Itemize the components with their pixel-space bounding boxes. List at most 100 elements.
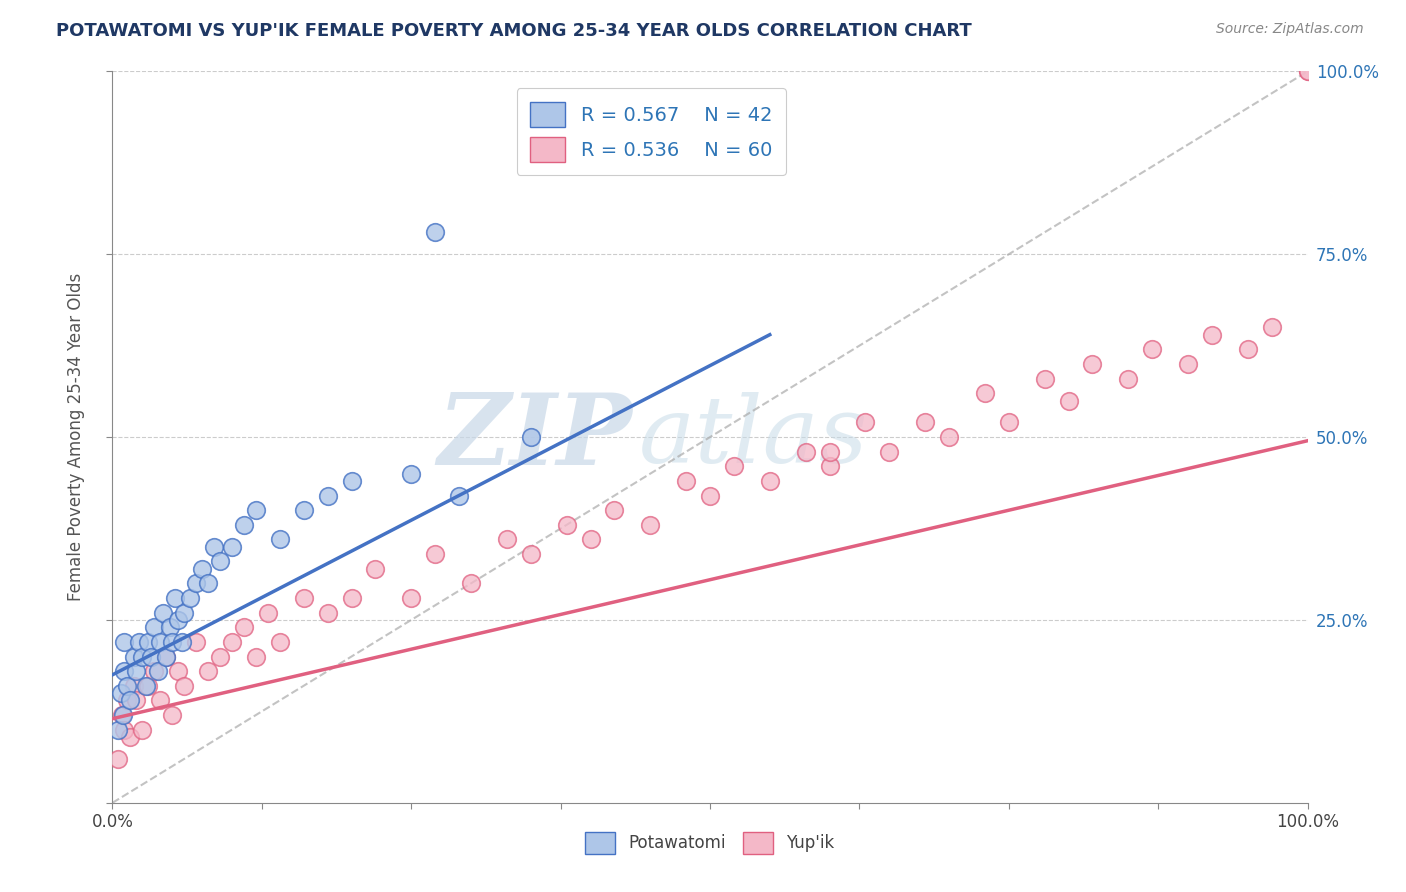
Point: [1201, 327, 1223, 342]
Point: [155, 649, 177, 664]
Point: [520, 547, 543, 561]
Point: [197, 664, 219, 678]
Point: [149, 635, 172, 649]
Point: [191, 562, 214, 576]
Point: [1142, 343, 1164, 357]
Point: [173, 606, 195, 620]
Point: [723, 459, 745, 474]
Point: [170, 635, 193, 649]
Point: [114, 723, 135, 737]
Point: [1237, 343, 1260, 357]
Point: [111, 708, 134, 723]
Point: [131, 649, 153, 664]
Point: [159, 620, 181, 634]
Point: [135, 679, 157, 693]
Point: [269, 533, 291, 547]
Point: [579, 533, 602, 547]
Point: [640, 517, 662, 532]
Point: [221, 540, 243, 554]
Point: [138, 635, 160, 649]
Point: [316, 489, 339, 503]
Point: [1296, 64, 1319, 78]
Point: [1057, 393, 1080, 408]
Point: [699, 489, 721, 503]
Point: [186, 635, 208, 649]
Y-axis label: Female Poverty Among 25-34 Year Olds: Female Poverty Among 25-34 Year Olds: [67, 273, 86, 601]
Point: [167, 613, 190, 627]
Point: [149, 693, 172, 707]
Point: [460, 576, 482, 591]
Point: [125, 664, 148, 678]
Point: [173, 679, 195, 693]
Point: [143, 620, 166, 634]
Point: [115, 693, 138, 707]
Point: [245, 503, 267, 517]
Point: [425, 225, 447, 239]
Point: [120, 730, 142, 744]
Point: [879, 444, 901, 458]
Point: [1081, 357, 1104, 371]
Point: [143, 664, 166, 678]
Point: [401, 467, 423, 481]
Point: [146, 664, 169, 678]
Point: [167, 664, 190, 678]
Point: [209, 649, 232, 664]
Point: [401, 591, 423, 605]
Point: [257, 606, 280, 620]
Text: atlas: atlas: [638, 392, 868, 482]
Text: POTAWATOMI VS YUP'IK FEMALE POVERTY AMONG 25-34 YEAR OLDS CORRELATION CHART: POTAWATOMI VS YUP'IK FEMALE POVERTY AMON…: [56, 22, 972, 40]
Point: [152, 606, 174, 620]
Point: [520, 430, 543, 444]
Point: [292, 503, 315, 517]
Point: [138, 679, 160, 693]
Point: [794, 444, 817, 458]
Point: [110, 686, 132, 700]
Point: [914, 416, 936, 430]
Point: [496, 533, 519, 547]
Point: [122, 649, 145, 664]
Point: [202, 540, 225, 554]
Point: [269, 635, 291, 649]
Point: [107, 723, 129, 737]
Point: [163, 591, 186, 605]
Point: [292, 591, 315, 605]
Point: [162, 635, 183, 649]
Point: [974, 386, 997, 401]
Point: [340, 591, 363, 605]
Point: [162, 708, 183, 723]
Point: [114, 635, 135, 649]
Point: [1118, 371, 1140, 385]
Point: [675, 474, 697, 488]
Point: [998, 416, 1021, 430]
Point: [209, 554, 232, 568]
Point: [155, 649, 177, 664]
Point: [1261, 320, 1284, 334]
Point: [179, 591, 201, 605]
Point: [818, 459, 841, 474]
Point: [1177, 357, 1199, 371]
Point: [245, 649, 267, 664]
Point: [125, 693, 148, 707]
Point: [221, 635, 243, 649]
Point: [555, 517, 578, 532]
Point: [855, 416, 877, 430]
Point: [1296, 64, 1319, 78]
Point: [131, 723, 153, 737]
Point: [107, 752, 129, 766]
Point: [233, 517, 256, 532]
Point: [316, 606, 339, 620]
Point: [115, 679, 138, 693]
Point: [128, 635, 150, 649]
Point: [938, 430, 960, 444]
Text: ZIP: ZIP: [437, 389, 633, 485]
Point: [759, 474, 782, 488]
Point: [120, 693, 142, 707]
Point: [340, 474, 363, 488]
Point: [186, 576, 208, 591]
Point: [425, 547, 447, 561]
Point: [139, 649, 162, 664]
Point: [122, 679, 145, 693]
Point: [364, 562, 387, 576]
Point: [447, 489, 470, 503]
Legend: Potawatomi, Yup'ik: Potawatomi, Yup'ik: [579, 826, 841, 860]
